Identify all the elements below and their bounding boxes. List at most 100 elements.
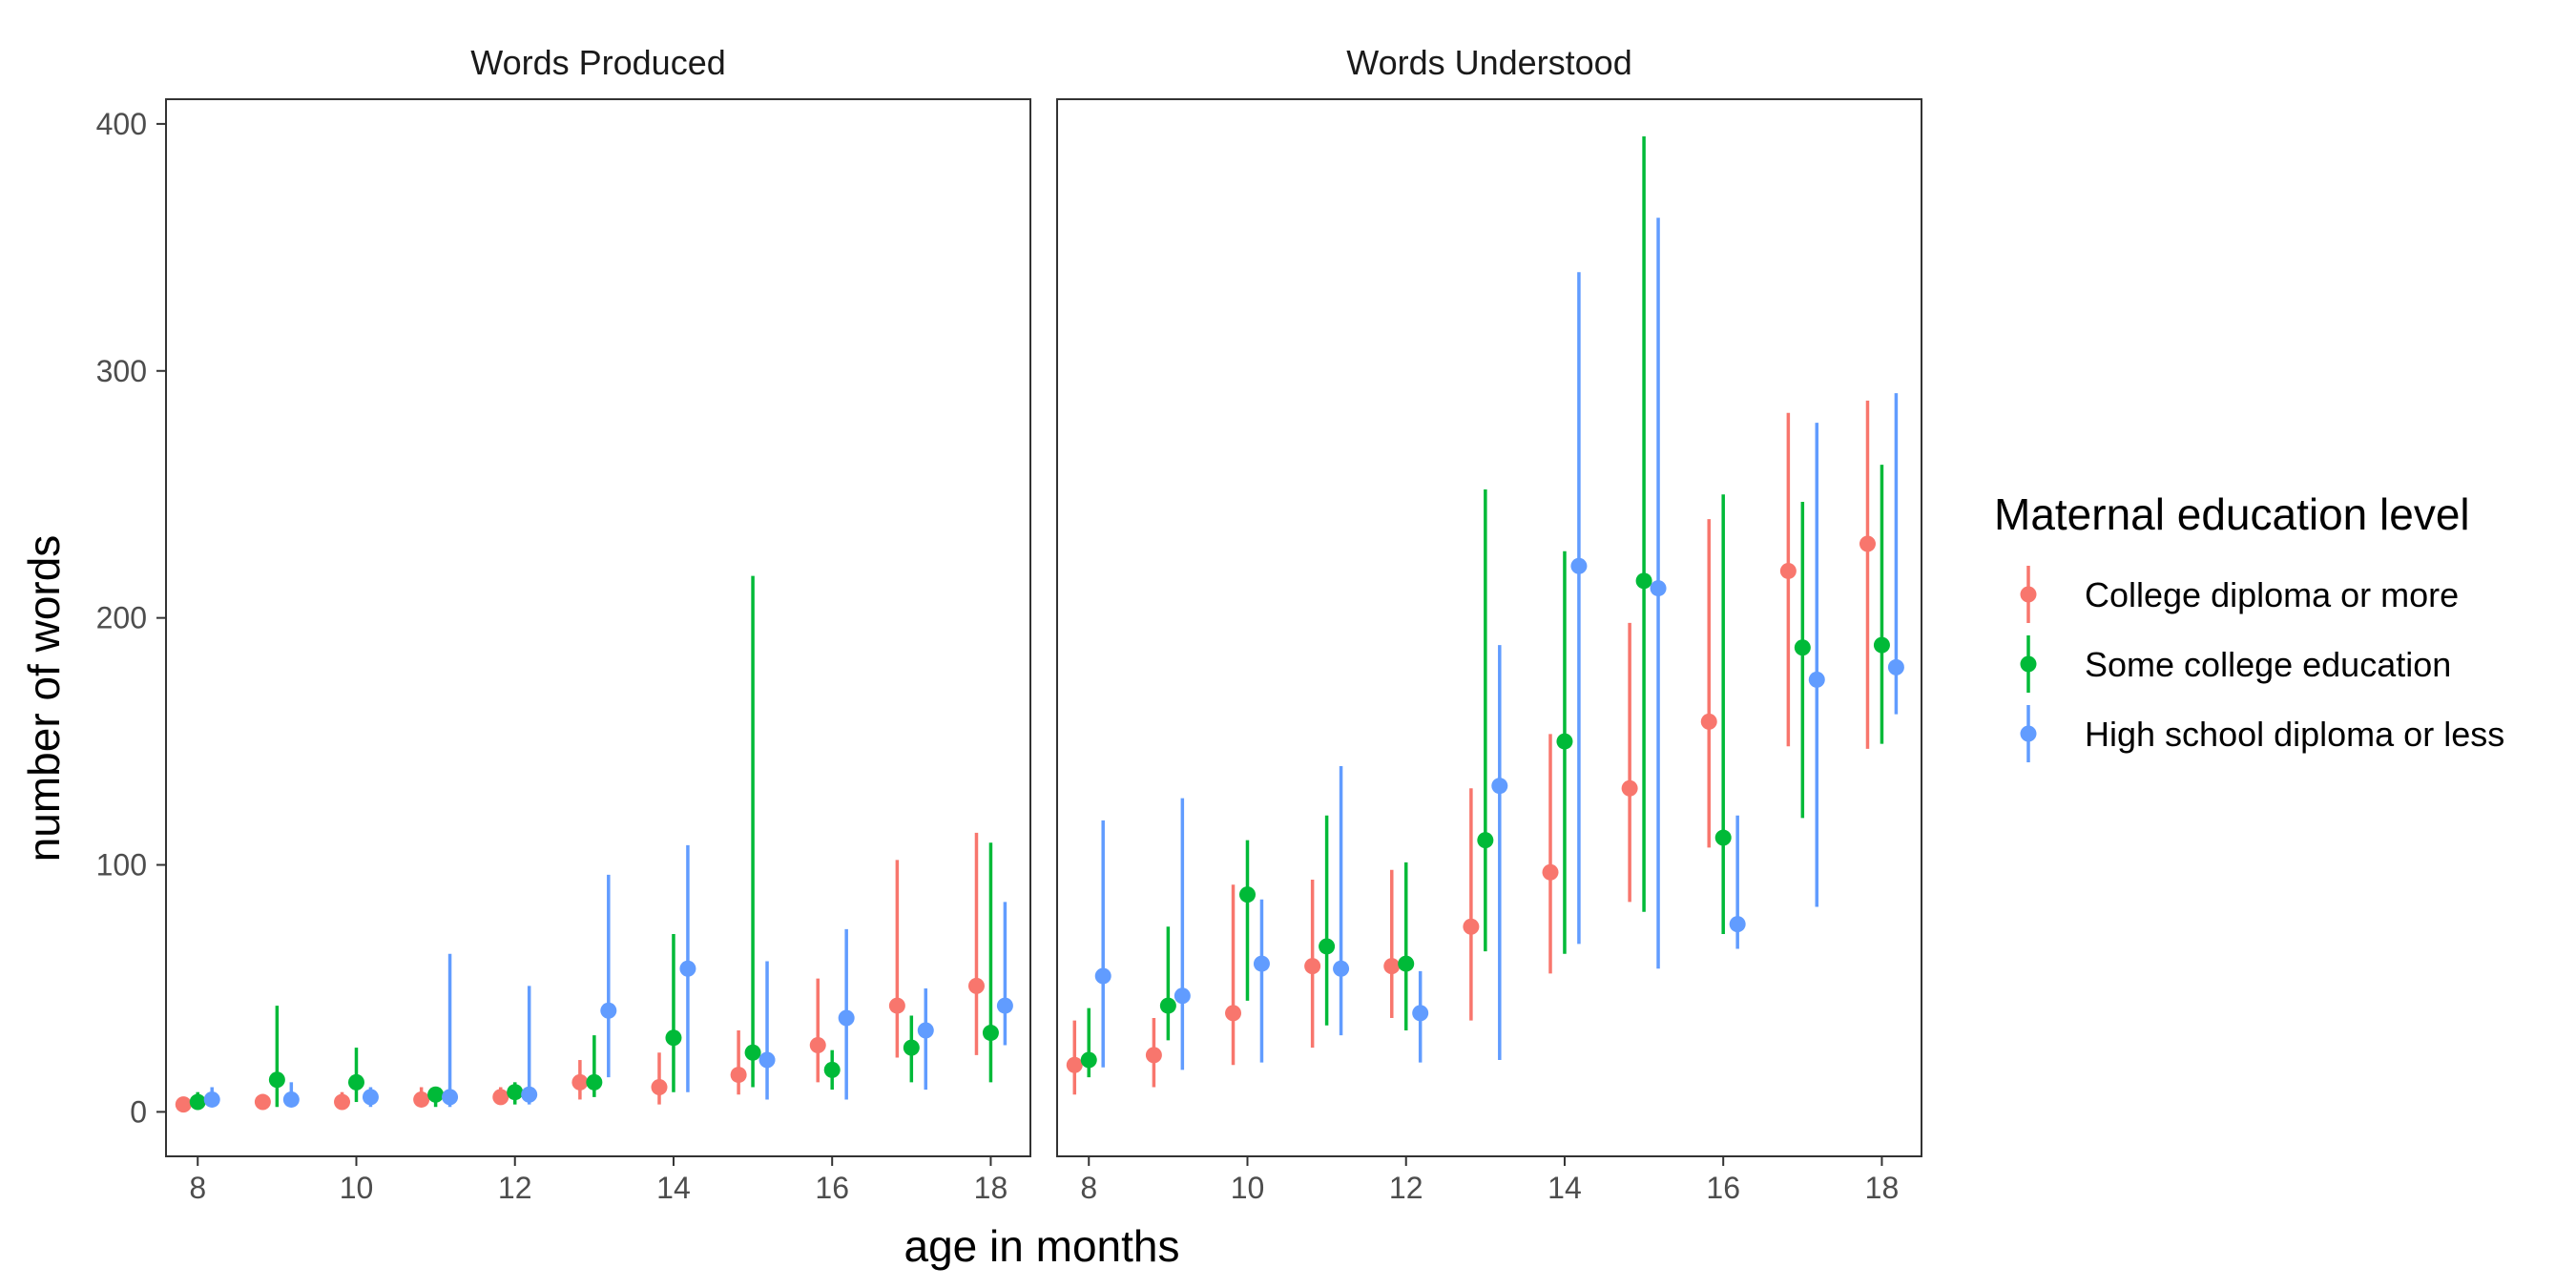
- data-point: [758, 1051, 776, 1069]
- x-tick-label: 12: [498, 1171, 532, 1205]
- data-point: [1398, 955, 1415, 972]
- data-point: [1159, 997, 1176, 1014]
- data-point: [1066, 1056, 1083, 1073]
- data-point: [1556, 733, 1573, 750]
- data-point: [917, 1022, 934, 1039]
- data-point: [1412, 1005, 1429, 1022]
- legend-label: College diploma or more: [2085, 575, 2459, 614]
- y-tick-label: 0: [130, 1094, 147, 1129]
- data-point: [427, 1086, 445, 1103]
- data-point: [1253, 955, 1270, 972]
- data-point: [1304, 958, 1321, 975]
- data-point: [1635, 572, 1652, 590]
- x-tick-label: 14: [656, 1171, 691, 1205]
- data-point: [1714, 829, 1732, 846]
- data-point: [823, 1061, 841, 1078]
- data-point: [362, 1089, 379, 1106]
- data-point: [521, 1086, 538, 1103]
- y-tick-label: 200: [96, 601, 147, 635]
- panel-border: [165, 98, 1031, 1157]
- data-point: [730, 1067, 747, 1084]
- y-axis-title: number of words: [19, 535, 69, 862]
- legend: Maternal education level College diploma…: [1994, 489, 2504, 762]
- y-tick-label: 400: [96, 107, 147, 141]
- data-point: [571, 1073, 589, 1091]
- data-point: [1794, 639, 1811, 656]
- data-point: [1887, 658, 1904, 675]
- data-point: [203, 1091, 220, 1108]
- data-point: [1080, 1051, 1097, 1069]
- data-point: [413, 1091, 430, 1108]
- x-tick-label: 10: [340, 1171, 374, 1205]
- data-point: [282, 1091, 300, 1108]
- data-point: [268, 1071, 285, 1089]
- legend-title: Maternal education level: [1994, 489, 2470, 539]
- data-point: [442, 1089, 459, 1106]
- data-point: [1859, 535, 1876, 552]
- panel-title: Words Understood: [1346, 43, 1631, 82]
- data-point: [1621, 779, 1638, 797]
- x-tick-label: 8: [1080, 1171, 1097, 1205]
- data-point: [600, 1002, 617, 1019]
- data-point: [492, 1089, 509, 1106]
- legend-key-point: [2020, 586, 2037, 603]
- legend-entry: Some college education: [2020, 635, 2451, 693]
- data-point: [1463, 918, 1480, 935]
- data-point: [1808, 671, 1825, 688]
- data-point: [254, 1093, 271, 1111]
- data-point: [1319, 938, 1336, 955]
- legend-entry: High school diploma or less: [2020, 705, 2504, 762]
- data-point: [903, 1039, 920, 1056]
- panel-2: Words Understood 8 10 12 14 16 18: [1056, 43, 1922, 1205]
- y-tick-label: 100: [96, 848, 147, 883]
- data-point: [651, 1079, 668, 1096]
- x-tick-label: 14: [1548, 1171, 1582, 1205]
- legend-key-point: [2020, 655, 2037, 673]
- data-point: [1700, 713, 1717, 730]
- data-point: [1333, 960, 1350, 977]
- data-point: [1477, 832, 1494, 849]
- panel-title: Words Produced: [470, 43, 725, 82]
- data-point: [888, 997, 905, 1014]
- data-point: [1174, 987, 1191, 1005]
- data-point: [982, 1025, 999, 1042]
- data-point: [1238, 886, 1256, 904]
- data-point: [1650, 580, 1667, 597]
- legend-key-point: [2020, 725, 2037, 742]
- data-point: [1570, 557, 1588, 574]
- x-tick-label: 12: [1389, 1171, 1423, 1205]
- panel-1: Words Produced 8 10 12 14 16 18 0 100 200 300 400: [96, 43, 1031, 1205]
- data-point: [809, 1037, 826, 1054]
- legend-label: High school diploma or less: [2085, 715, 2504, 754]
- x-tick-label: 18: [974, 1171, 1008, 1205]
- data-point: [744, 1044, 761, 1061]
- data-point: [1491, 778, 1508, 795]
- data-point: [1779, 562, 1797, 579]
- data-point: [189, 1093, 206, 1111]
- legend-entry: College diploma or more: [2020, 566, 2459, 623]
- data-point: [1383, 958, 1401, 975]
- panel-border: [1056, 98, 1922, 1157]
- data-point: [586, 1073, 603, 1091]
- data-point: [665, 1029, 682, 1047]
- y-tick-label: 300: [96, 354, 147, 388]
- data-point: [967, 977, 985, 994]
- legend-label: Some college education: [2085, 645, 2451, 684]
- data-point: [334, 1093, 351, 1111]
- data-point: [175, 1096, 192, 1113]
- data-point: [679, 960, 696, 977]
- data-point: [1145, 1047, 1162, 1064]
- data-point: [838, 1009, 855, 1027]
- x-tick-label: 18: [1865, 1171, 1900, 1205]
- x-tick-label: 16: [815, 1171, 849, 1205]
- data-point: [1542, 863, 1559, 881]
- data-point: [1873, 636, 1890, 654]
- x-tick-label: 16: [1706, 1171, 1740, 1205]
- x-axis-title: age in months: [904, 1221, 1180, 1271]
- data-point: [347, 1073, 364, 1091]
- data-point: [1225, 1005, 1242, 1022]
- x-tick-label: 8: [189, 1171, 206, 1205]
- data-point: [1094, 967, 1111, 985]
